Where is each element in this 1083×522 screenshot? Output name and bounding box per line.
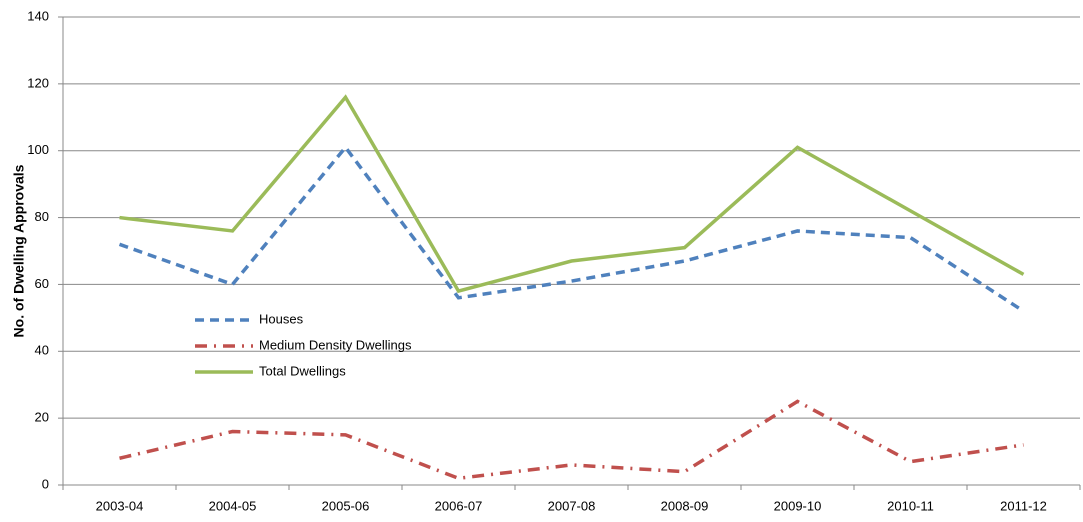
series-line (119, 94, 1025, 294)
y-axis-label: No. of Dwelling Approvals (11, 164, 27, 337)
legend-label: Houses (259, 311, 304, 326)
y-tick-label: 120 (27, 75, 49, 90)
x-tick-label: 2008-09 (661, 498, 709, 513)
y-tick-label: 80 (35, 209, 49, 224)
x-tick-label: 2009-10 (774, 498, 822, 513)
x-tick-label: 2011-12 (1000, 498, 1047, 513)
y-tick-label: 20 (35, 410, 49, 425)
x-tick-label: 2004-05 (209, 498, 257, 513)
legend-label: Medium Density Dwellings (259, 337, 412, 352)
y-tick-label: 100 (27, 142, 49, 157)
series-line (118, 144, 1025, 313)
x-tick-label: 2005-06 (322, 498, 370, 513)
x-tick-label: 2007-08 (548, 498, 596, 513)
y-tick-label: 140 (27, 8, 49, 23)
x-tick-label: 2003-04 (96, 498, 144, 513)
x-tick-label: 2010-11 (887, 498, 934, 513)
y-tick-label: 60 (35, 276, 49, 291)
x-tick-label: 2006-07 (435, 498, 483, 513)
y-tick-label: 40 (35, 343, 49, 358)
y-tick-label: 0 (42, 476, 49, 491)
series-line (119, 399, 1024, 481)
legend-label: Total Dwellings (259, 363, 346, 378)
